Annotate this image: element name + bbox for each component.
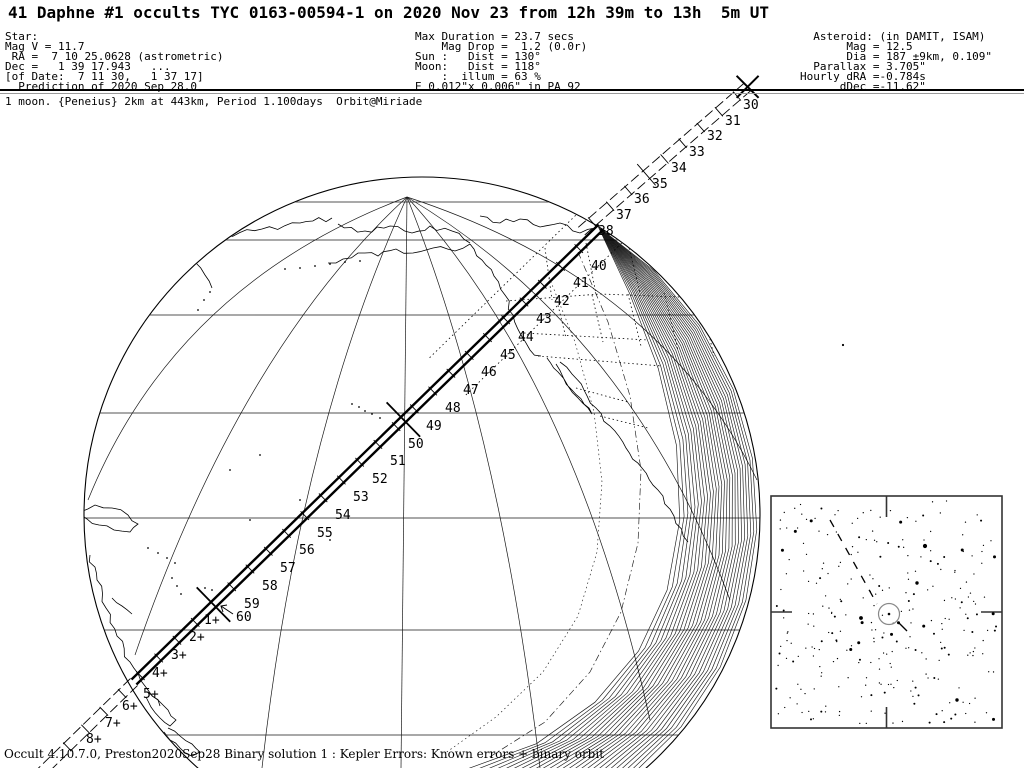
minute-label: 56 <box>299 543 315 558</box>
inset-target-star-circle <box>877 602 901 626</box>
star-chart-inset <box>770 495 1003 729</box>
event-info-block: Max Duration = 23.7 secs Mag Drop = 1.2 … <box>415 30 588 93</box>
minute-label: 51 <box>390 454 406 469</box>
minute-label: 5+ <box>143 687 159 702</box>
asteroid-info-block: Asteroid: (in DAMIT, ISAM) Mag = 12.5 Di… <box>800 30 993 93</box>
minute-label: 44 <box>518 330 534 345</box>
minute-label: 4+ <box>152 666 168 681</box>
credit-line: Occult 4.10.7.0, Preston2020Sep28 Binary… <box>4 747 605 761</box>
minute-label: 32 <box>707 129 723 144</box>
minute-label: 8+ <box>86 732 102 747</box>
minute-label: 6+ <box>122 699 138 714</box>
post-exit-ladder <box>37 678 138 768</box>
minute-label: 46 <box>481 365 497 380</box>
globe-outline <box>83 176 761 768</box>
minute-label: 1+ <box>204 613 220 628</box>
minute-label: 33 <box>689 145 705 160</box>
minute-label: 30 <box>743 98 759 113</box>
minute-label: 37 <box>616 208 632 223</box>
star-info-block: Star: Mag V = 11.7 RA = 7 10 25.0628 (as… <box>5 30 224 93</box>
minute-label: 3+ <box>171 648 187 663</box>
dotted-borders <box>505 239 715 429</box>
minute-label: 52 <box>372 472 388 487</box>
minute-label: 7+ <box>105 716 121 731</box>
coastlines <box>84 215 689 757</box>
minute-label: 55 <box>317 526 333 541</box>
minute-label: 48 <box>445 401 461 416</box>
minute-label: 58 <box>262 579 278 594</box>
minute-label: 59 <box>244 597 260 612</box>
minute-label: 50 <box>408 437 424 452</box>
minute-label: 54 <box>335 508 351 523</box>
moon-info-line: 1 moon. {Peneius} 2km at 443km, Period 1… <box>5 95 423 108</box>
minute-label: 49 <box>426 419 442 434</box>
inset-asteroid-track <box>829 519 878 605</box>
occultation-path <box>130 183 645 686</box>
inset-track-exit <box>898 622 908 632</box>
minute-label: 47 <box>463 383 479 398</box>
island-dots <box>147 260 381 595</box>
minute-label: 43 <box>536 312 552 327</box>
minute-label: 35 <box>652 177 668 192</box>
graticule <box>84 196 760 768</box>
minute-label: 41 <box>573 276 589 291</box>
field-star-dot <box>841 343 845 347</box>
inset-star-field <box>775 500 998 725</box>
minute-label: 2+ <box>189 630 205 645</box>
minute-label: 42 <box>554 294 570 309</box>
minute-label: 36 <box>634 192 650 207</box>
minute-label: 34 <box>671 161 687 176</box>
minute-label: 60 <box>236 610 252 625</box>
header-divider <box>0 89 1024 94</box>
night-shading <box>435 225 758 768</box>
minute-label: 53 <box>353 490 369 505</box>
minute-label: 31 <box>725 114 741 129</box>
pre-entry-ladder <box>576 75 760 237</box>
minute-label: 57 <box>280 561 296 576</box>
minute-label: 38 <box>598 224 614 239</box>
minute-label: 40 <box>591 259 607 274</box>
minute-label: 45 <box>500 348 516 363</box>
event-title: 41 Daphne #1 occults TYC 0163-00594-1 on… <box>8 3 769 22</box>
